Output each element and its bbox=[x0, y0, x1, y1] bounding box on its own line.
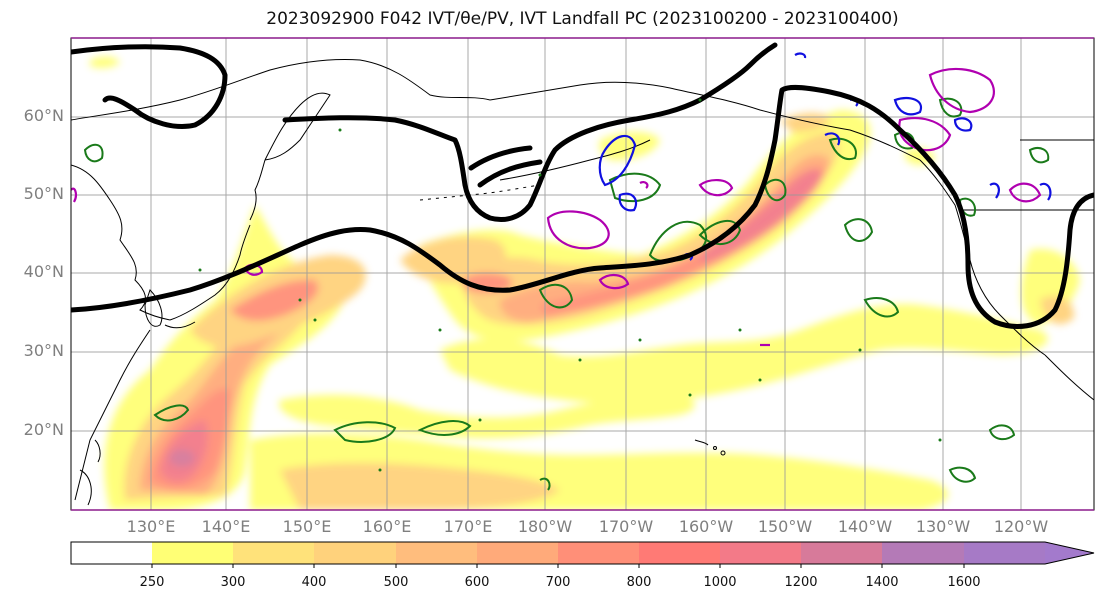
colorbar-tick-1200: 1200 bbox=[784, 575, 818, 590]
theta-e-contours bbox=[83, 97, 1050, 491]
lat-label-30n: 30°N bbox=[23, 341, 64, 360]
colorbar-tick-400: 400 bbox=[301, 575, 327, 590]
colorbar-tick-300: 300 bbox=[220, 575, 246, 590]
lat-label-60n: 60°N bbox=[23, 106, 64, 125]
pv-magenta-contours bbox=[71, 67, 1042, 347]
colorbar-tick-250: 250 bbox=[139, 575, 165, 590]
colorbar-tick-700: 700 bbox=[545, 575, 571, 590]
lon-label-150w: 150°W bbox=[757, 517, 813, 536]
colorbar-tick-600: 600 bbox=[464, 575, 490, 590]
lon-label-160w: 160°W bbox=[678, 517, 734, 536]
pv-blue-contours bbox=[598, 52, 1052, 261]
lon-label-140w: 140°W bbox=[837, 517, 893, 536]
height-contours bbox=[71, 42, 1094, 329]
colorbar-tick-500: 500 bbox=[383, 575, 409, 590]
colorbar-tick-1000: 1000 bbox=[703, 575, 737, 590]
coastlines bbox=[71, 59, 1094, 506]
colorbar bbox=[70, 541, 1095, 568]
lon-label-130e: 130°E bbox=[126, 517, 176, 536]
lon-label-160e: 160°E bbox=[362, 517, 412, 536]
small-features bbox=[198, 98, 942, 472]
lat-label-20n: 20°N bbox=[23, 420, 64, 439]
lat-label-40n: 40°N bbox=[23, 262, 64, 281]
colorbar-tick-1400: 1400 bbox=[865, 575, 899, 590]
map-title: 2023092900 F042 IVT/θe/PV, IVT Landfall … bbox=[266, 9, 899, 29]
lon-label-140e: 140°E bbox=[201, 517, 251, 536]
colorbar-tick-800: 800 bbox=[626, 575, 652, 590]
lat-label-50n: 50°N bbox=[23, 184, 64, 203]
lon-label-180w: 180°W bbox=[517, 517, 573, 536]
lon-label-170w: 170°W bbox=[598, 517, 654, 536]
ivt-shading bbox=[90, 56, 1080, 510]
lon-label-130w: 130°W bbox=[915, 517, 971, 536]
lon-label-150e: 150°E bbox=[282, 517, 332, 536]
colorbar-tick-1600: 1600 bbox=[947, 575, 981, 590]
lon-label-120w: 120°W bbox=[993, 517, 1049, 536]
lon-label-170e: 170°E bbox=[443, 517, 493, 536]
